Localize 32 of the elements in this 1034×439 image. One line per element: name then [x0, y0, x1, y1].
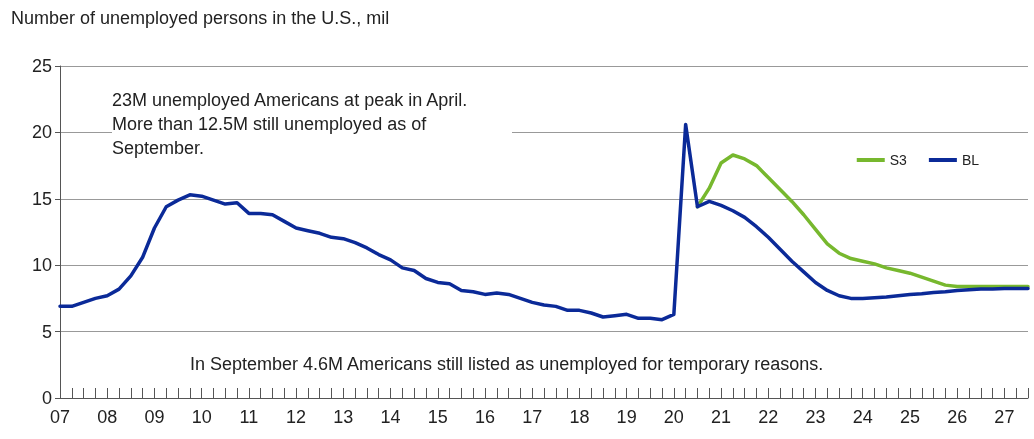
x-tick-label: 12 — [286, 407, 307, 427]
x-tick-label: 07 — [49, 407, 71, 427]
y-tick-label: 10 — [31, 255, 52, 276]
x-tick-label: 23 — [805, 407, 826, 427]
x-tick-label: 15 — [427, 407, 448, 427]
annotation: 23M unemployed Americans at peak in April. More than 12.5M still unemployed as of September. — [112, 90, 473, 158]
x-tick-label: 14 — [380, 407, 401, 427]
legend-label: BL — [961, 152, 980, 168]
y-tick-label: 15 — [31, 188, 52, 209]
y-tick-label: 5 — [41, 321, 52, 342]
x-tick-label: 25 — [899, 407, 920, 427]
x-tick-label: 24 — [852, 407, 873, 427]
x-tick-label: 10 — [191, 407, 212, 427]
x-tick-label: 11 — [239, 407, 259, 427]
x-tick-label: 13 — [333, 407, 354, 427]
x-tick-label: 16 — [474, 407, 495, 427]
legend-label: S3 — [889, 152, 908, 168]
x-tick-label: 20 — [663, 407, 684, 427]
x-tick-label: 22 — [758, 407, 779, 427]
y-tick-label: 0 — [41, 388, 52, 408]
annotation: In September 4.6M Americans still listed as unemployed for temporary reasons. — [190, 354, 824, 374]
x-tick-label: 09 — [144, 407, 165, 427]
x-tick-label: 18 — [569, 407, 590, 427]
x-tick-label: 19 — [616, 407, 637, 427]
chart-title: Number of unemployed persons in the U.S., mil — [11, 8, 390, 28]
y-tick-label: 20 — [31, 122, 52, 143]
x-tick-label: 21 — [711, 407, 732, 427]
x-tick-label: 17 — [522, 407, 543, 427]
x-tick-label: 27 — [994, 407, 1015, 427]
x-tick-label: 26 — [947, 407, 968, 427]
y-tick-label: 25 — [31, 56, 52, 76]
x-tick-label: 08 — [97, 407, 118, 427]
